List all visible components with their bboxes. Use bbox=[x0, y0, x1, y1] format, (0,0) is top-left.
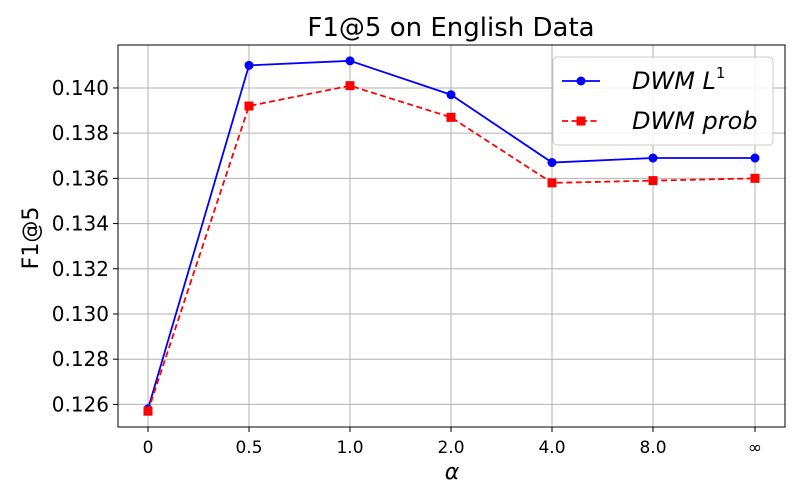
legend-marker-dwm-l1 bbox=[576, 76, 586, 86]
legend-marker-dwm-prob bbox=[576, 116, 586, 126]
data-point bbox=[446, 112, 456, 122]
data-point bbox=[547, 178, 557, 188]
x-tick-label: 0.5 bbox=[235, 438, 262, 458]
x-tick-label: 8.0 bbox=[639, 438, 666, 458]
legend-label-dwm-prob: DWM prob bbox=[632, 107, 758, 135]
y-tick-label: 0.126 bbox=[52, 392, 109, 416]
data-point bbox=[345, 81, 355, 91]
y-tick-label: 0.140 bbox=[52, 76, 109, 100]
data-point bbox=[244, 60, 254, 70]
data-point bbox=[345, 56, 355, 66]
y-tick-label: 0.134 bbox=[52, 212, 109, 236]
x-tick-label: 2.0 bbox=[437, 438, 464, 458]
chart-title: F1@5 on English Data bbox=[307, 13, 594, 43]
legend-label-dwm-l1: DWM L1 bbox=[632, 64, 725, 95]
data-point bbox=[648, 153, 658, 163]
data-point bbox=[648, 176, 658, 186]
y-tick-label: 0.128 bbox=[52, 347, 109, 371]
x-tick-label: ∞ bbox=[748, 438, 762, 458]
data-point bbox=[750, 153, 760, 163]
y-axis-label: F1@5 bbox=[19, 207, 44, 270]
x-tick-label: 1.0 bbox=[336, 438, 363, 458]
y-tick-label: 0.130 bbox=[52, 302, 109, 326]
y-tick-label: 0.136 bbox=[52, 166, 109, 190]
data-point bbox=[547, 158, 557, 168]
data-point bbox=[143, 406, 153, 416]
x-tick-label: 4.0 bbox=[538, 438, 565, 458]
x-tick-label: 0 bbox=[143, 438, 154, 458]
plot-frame bbox=[117, 44, 786, 428]
y-ticks: 0.126 0.128 0.130 0.132 0.134 0.136 0.138 0.140 bbox=[52, 76, 118, 416]
x-axis-label: α bbox=[445, 460, 460, 485]
y-tick-label: 0.138 bbox=[52, 121, 109, 145]
data-point bbox=[446, 90, 456, 100]
x-ticks: 0 0.5 1.0 2.0 4.0 8.0 ∞ bbox=[143, 427, 762, 458]
y-tick-label: 0.132 bbox=[52, 257, 109, 281]
series bbox=[143, 56, 760, 416]
data-point bbox=[750, 173, 760, 183]
legend: DWM L1 DWM prob bbox=[552, 56, 774, 146]
legend-box bbox=[552, 56, 774, 146]
data-point bbox=[244, 101, 254, 111]
